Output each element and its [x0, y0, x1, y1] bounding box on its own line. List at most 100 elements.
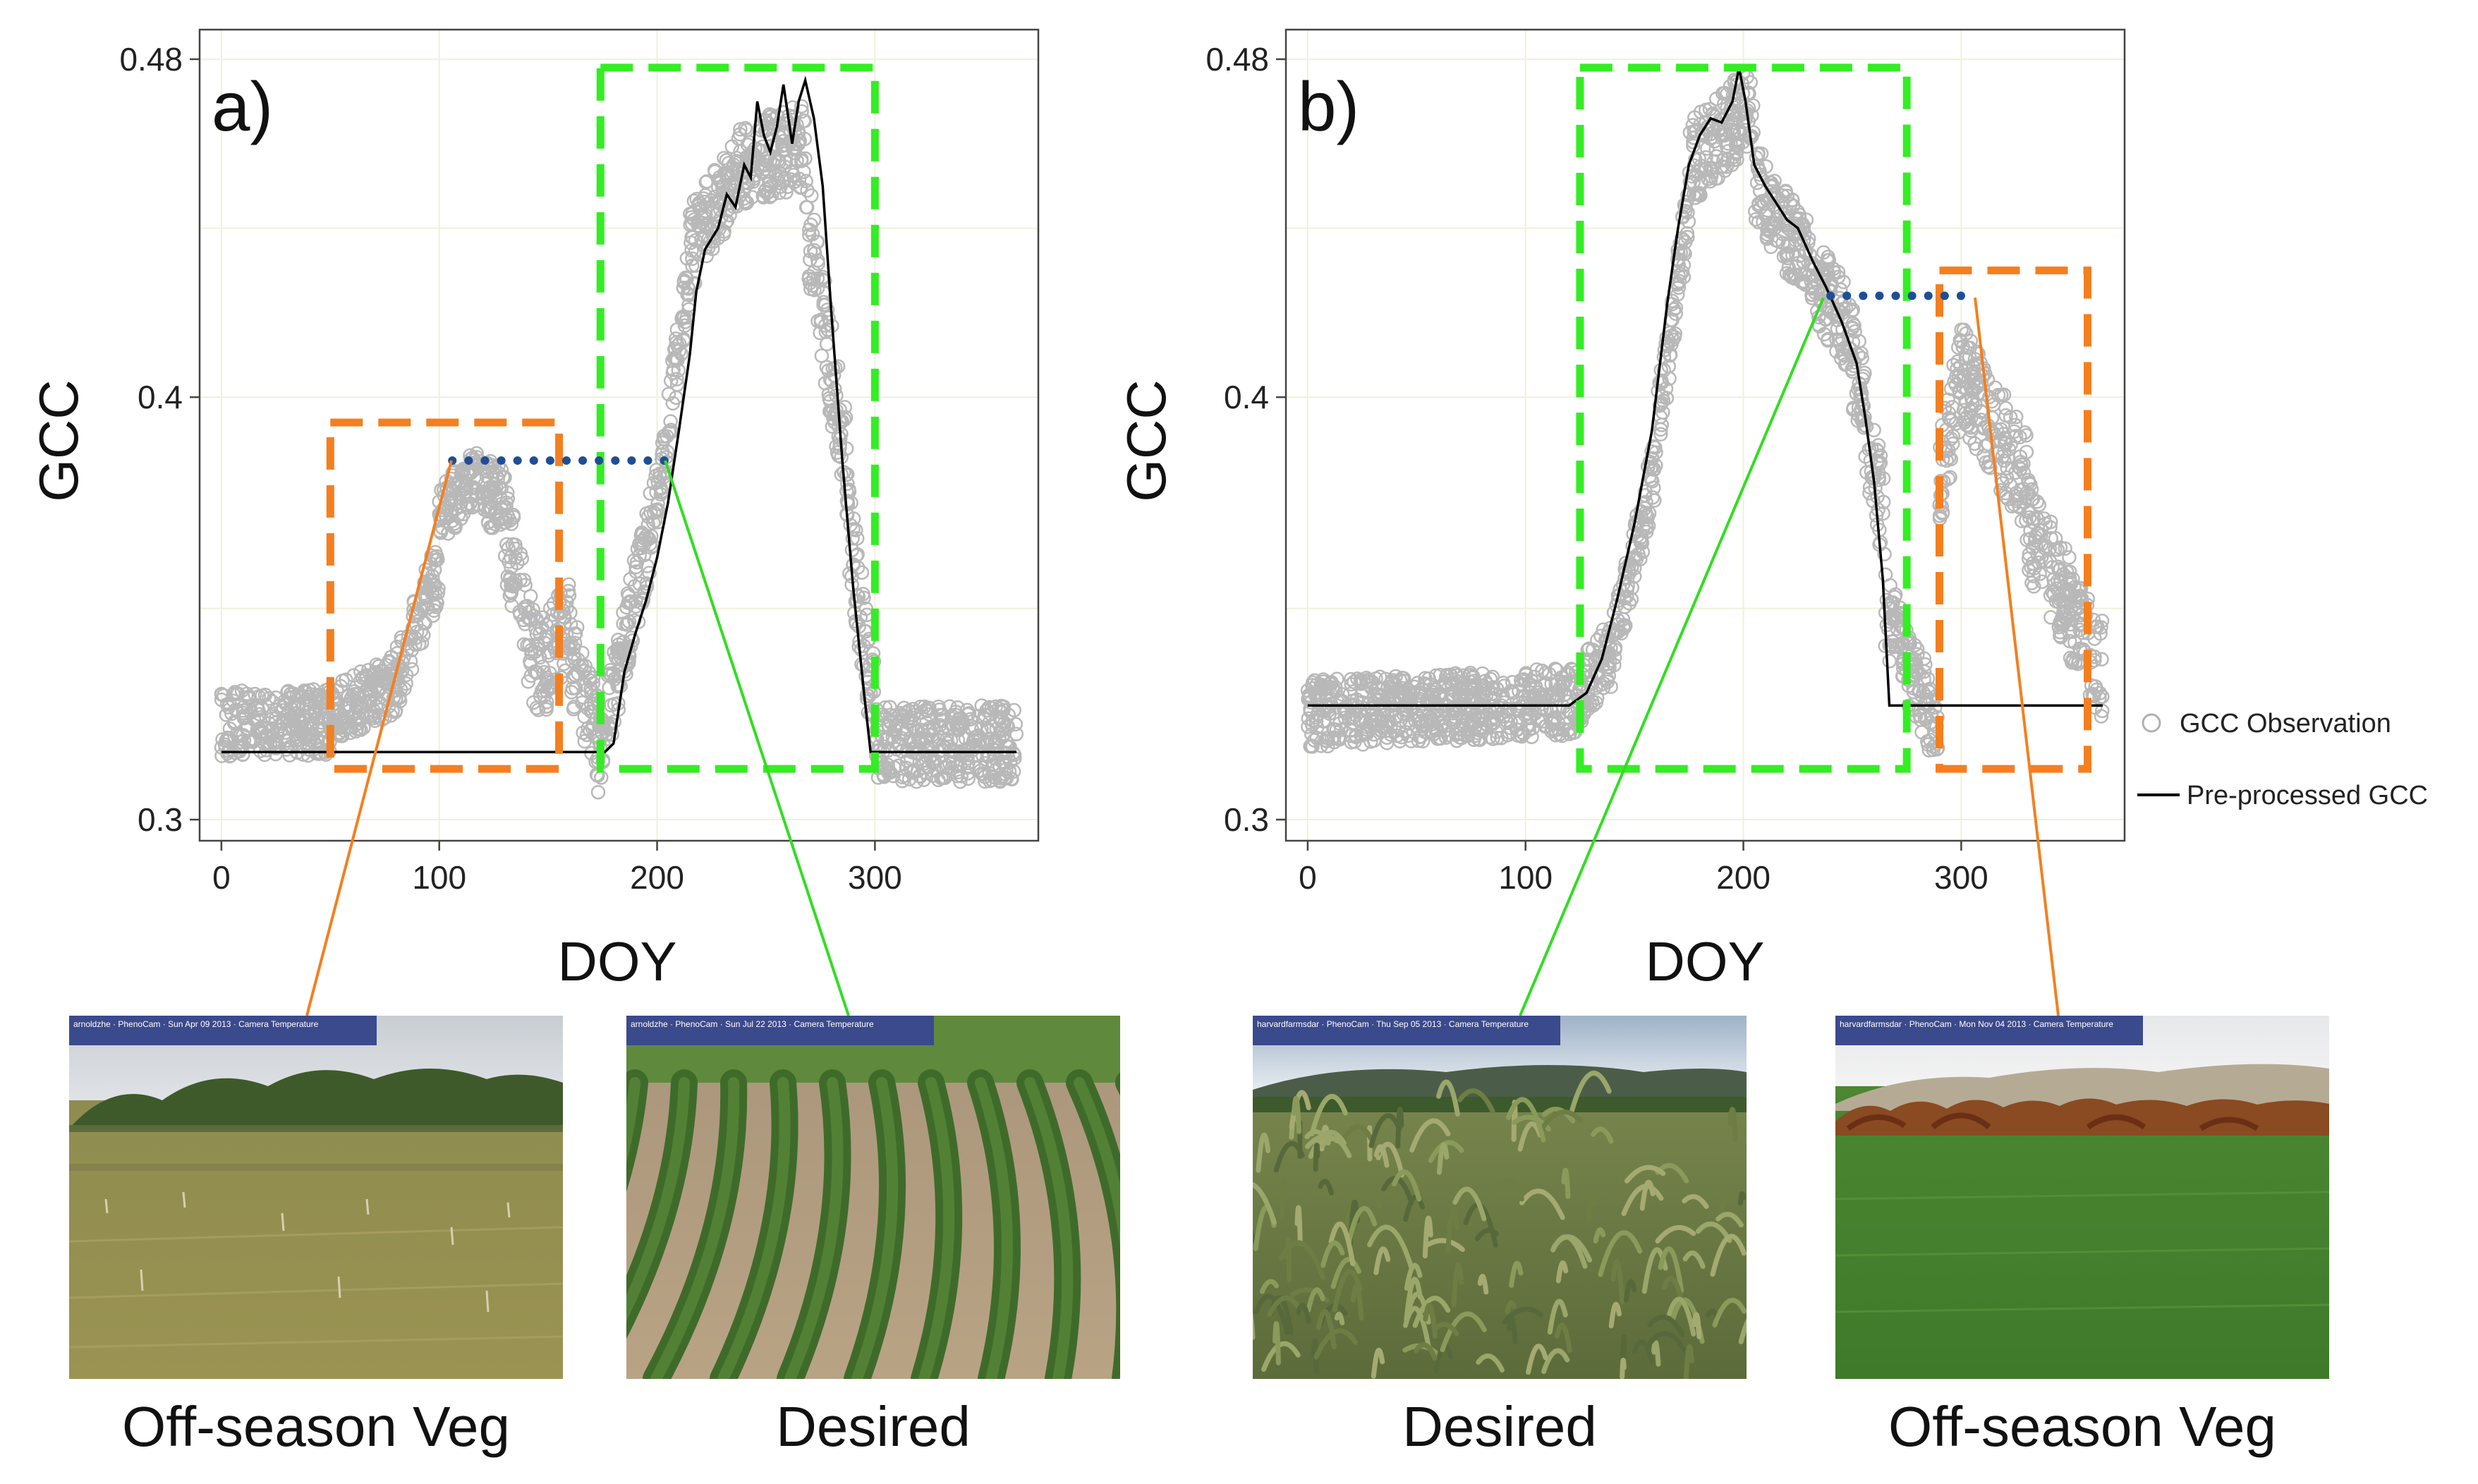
gcc-observation-point	[665, 396, 681, 411]
gcc-observation-point	[849, 530, 865, 546]
panel-a-label: a)	[212, 68, 273, 145]
gcc-observation-point	[810, 313, 825, 329]
gcc-observation-point	[2024, 482, 2039, 497]
gcc-observation-point	[724, 168, 739, 183]
gcc-observation-point	[566, 647, 581, 662]
gcc-observation-point	[360, 681, 375, 697]
gcc-observation-point	[1561, 722, 1576, 738]
panel-a-frame	[198, 28, 1040, 842]
gcc-observation-point	[819, 336, 834, 352]
gcc-observation-point	[1850, 382, 1866, 396]
gcc-observation-point	[1792, 211, 1807, 226]
connector-lines	[305, 297, 2060, 1016]
gcc-observation-point	[1732, 126, 1747, 140]
photo-a-offseason: arnoldzhe · PhenoCam · Sun Apr 09 2013 ·…	[68, 1016, 564, 1379]
gcc-observation-point	[2058, 541, 2072, 556]
gcc-observation-point	[663, 373, 679, 389]
gcc-observation-point	[1448, 703, 1463, 717]
gcc-observation-point	[920, 703, 935, 719]
gcc-observation-point	[2055, 567, 2071, 582]
gcc-observation-point	[754, 143, 770, 159]
gcc-observation-point	[906, 707, 921, 723]
gcc-observation-point	[1751, 198, 1766, 213]
gcc-observation-point	[1517, 707, 1533, 723]
gcc-observation-point	[1392, 720, 1407, 736]
gcc-observation-point	[272, 698, 288, 713]
gcc-observation-point	[1845, 302, 1861, 317]
gcc-observation-point	[1726, 107, 1742, 123]
gcc-observation-point	[303, 717, 318, 732]
connector-a-desired	[664, 460, 850, 1016]
gcc-observation-point	[664, 353, 680, 368]
gcc-observation-point	[456, 461, 471, 476]
panel-a-offseason-box	[326, 418, 564, 773]
gcc-observation-point	[389, 646, 405, 661]
gcc-observation-point	[2046, 587, 2062, 602]
gcc-observation-point	[637, 585, 652, 600]
gcc-observation-point	[1759, 231, 1775, 246]
gcc-observation-point	[1457, 727, 1472, 743]
gcc-observation-point	[576, 690, 591, 705]
gcc-observation-point	[1381, 696, 1396, 711]
x-tick-label: 100	[412, 859, 466, 896]
panel-a-plot: 0 100 200 300 0.3 0.4 0.48 a) DOY GCC	[28, 28, 1040, 992]
gcc-observation-point	[878, 732, 894, 748]
gcc-observation-point	[1615, 612, 1631, 627]
gcc-observation-point	[1481, 681, 1495, 697]
gcc-observation-point	[502, 513, 517, 528]
gcc-observation-point	[686, 276, 701, 291]
panel-b-plot: 0 100 200 300 0.3 0.4 0.48 b) DOY GCC	[1115, 28, 2126, 992]
gcc-observation-point	[819, 360, 834, 375]
gcc-observation-point	[1708, 142, 1724, 157]
panel-b-grid	[1286, 30, 2125, 841]
gcc-observation-point	[458, 479, 473, 494]
gcc-observation-point	[717, 224, 731, 239]
gcc-observation-point	[1730, 152, 1744, 167]
gcc-observation-point	[219, 733, 233, 748]
gcc-observation-point	[763, 190, 777, 205]
gcc-observation-point	[375, 664, 390, 679]
gcc-observation-point	[1304, 738, 1318, 753]
gcc-observation-point	[268, 690, 284, 705]
gcc-observation-point	[505, 537, 520, 552]
gcc-observation-point	[723, 182, 738, 197]
gcc-observation-point	[2094, 709, 2109, 724]
photo-b-offseason-caption: Off-season Veg	[1888, 1395, 2276, 1458]
gcc-observation-point	[995, 700, 1010, 714]
gcc-observation-point	[707, 189, 722, 205]
gcc-observation-point	[948, 707, 963, 722]
gcc-observation-point	[676, 310, 692, 325]
gcc-observation-point	[470, 497, 485, 512]
gcc-observation-point	[1527, 669, 1542, 684]
gcc-observation-point	[1790, 219, 1806, 233]
gcc-observation-point	[268, 732, 284, 748]
gcc-observation-point	[1365, 712, 1380, 728]
gcc-observation-point	[466, 480, 481, 494]
gcc-observation-point	[1449, 678, 1464, 693]
gcc-observation-point	[758, 113, 774, 128]
gcc-observation-point	[1720, 136, 1736, 151]
x-tick-label: 0	[1299, 859, 1317, 896]
gcc-observation-point	[300, 748, 316, 763]
gcc-observation-point	[1419, 713, 1433, 728]
gcc-observation-point	[621, 640, 636, 655]
gcc-observation-point	[2009, 409, 2024, 425]
gcc-observation-point	[2088, 679, 2103, 694]
gcc-observation-point	[1450, 726, 1466, 741]
gcc-observation-point	[931, 772, 946, 788]
gcc-observation-point	[719, 153, 734, 168]
gcc-observation-point	[1308, 688, 1323, 703]
gcc-observation-point	[821, 310, 836, 325]
gcc-observation-point	[2043, 520, 2058, 535]
gcc-observation-point	[2013, 454, 2028, 470]
gcc-observation-point	[688, 233, 703, 248]
gcc-observation-point	[408, 605, 423, 621]
gcc-observation-point	[1760, 227, 1775, 242]
gcc-observation-point	[880, 743, 895, 758]
gcc-observation-point	[856, 590, 871, 605]
gcc-observation-point	[1702, 102, 1718, 117]
gcc-observation-point	[408, 631, 423, 645]
gcc-observation-point	[399, 676, 413, 691]
gcc-observation-point	[1335, 694, 1350, 709]
